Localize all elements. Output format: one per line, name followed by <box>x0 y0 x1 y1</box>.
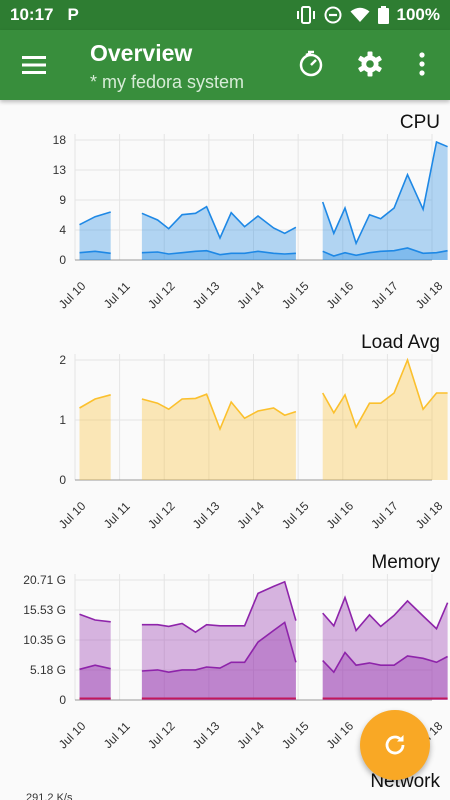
series-area <box>322 597 448 700</box>
y-tick-label: 0 <box>59 253 66 267</box>
load-avg-plot: 0 1 2 Jul 10 Jul 11 Jul 12 Jul 13 Jul 14 Jul 15 J… <box>56 353 448 532</box>
x-tick-label: Jul 13 <box>190 719 223 752</box>
y-tick-label: 15.53 G <box>23 603 66 617</box>
y-tick-label: 0 <box>59 473 66 487</box>
x-tick-label: Jul 10 <box>56 719 89 752</box>
do-not-disturb-icon <box>324 6 342 24</box>
series-area <box>322 360 448 480</box>
series-area <box>322 248 448 260</box>
y-tick-label: 0 <box>59 693 66 707</box>
chart-title: Memory <box>371 552 440 573</box>
y-tick-label: 1 <box>59 413 66 427</box>
series-line <box>79 250 111 255</box>
series-area <box>322 142 448 260</box>
app-bar: Overview * my fedora system <box>0 30 450 100</box>
status-bar: 10:17 P 100% <box>0 0 450 30</box>
more-vert-icon[interactable] <box>410 50 434 78</box>
series-area <box>79 212 111 260</box>
x-tick-label: Jul 11 <box>101 719 133 751</box>
x-tick-label: Jul 10 <box>56 279 89 312</box>
y-tick-label: 10.35 G <box>23 633 66 647</box>
page-title: Overview <box>90 40 193 66</box>
series-area <box>79 665 111 700</box>
series-line <box>79 664 111 671</box>
chart-title: CPU <box>399 112 440 133</box>
x-tick-label: Jul 17 <box>368 279 401 312</box>
refresh-icon <box>385 735 405 755</box>
refresh-button[interactable] <box>360 710 430 780</box>
x-tick-label: Jul 13 <box>190 279 223 312</box>
x-tick-label: Jul 14 <box>234 279 267 312</box>
timer-icon[interactable] <box>297 50 325 78</box>
series-line <box>141 580 297 634</box>
memory-plot: 0 5.18 G 10.35 G 15.53 G 20.71 G Jul 10 Jul 11… <box>23 573 449 752</box>
battery-icon <box>377 6 389 24</box>
cpu-chart: CPU 0 4 9 13 18 Jul 10 Jul 11 Jul 12 Jul 13 Jul 1… <box>0 100 450 315</box>
series-line <box>321 140 448 246</box>
x-tick-label: Jul 11 <box>101 279 133 311</box>
x-tick-label: Jul 14 <box>234 499 267 532</box>
y-tick-label: 4 <box>59 223 66 237</box>
series-line <box>322 595 449 633</box>
x-tick-label: Jul 16 <box>324 719 357 752</box>
battery-percent: 100% <box>396 5 440 24</box>
x-tick-label: Jul 10 <box>56 499 89 532</box>
cpu-plot: 0 4 9 13 18 Jul 10 Jul 11 Jul 12 Jul 13 Jul 14 Jul… <box>53 133 448 312</box>
x-tick-label: Jul 14 <box>234 719 267 752</box>
x-tick-label: Jul 12 <box>145 719 178 752</box>
series-area <box>79 614 111 700</box>
load-avg-chart: Load Avg 0 1 2 Jul 10 Jul 11 Jul 12 Jul 13 Jul … <box>0 320 450 535</box>
memory-chart: Memory 0 5.18 G 10.35 G 15.53 G 20.71 G Jul 1… <box>0 540 450 755</box>
series-area <box>322 652 448 700</box>
x-tick-label: Jul 16 <box>324 499 357 532</box>
x-tick-label: Jul 15 <box>279 279 312 312</box>
series-line <box>141 393 297 432</box>
y-tick-label: 20.71 G <box>23 573 66 587</box>
series-line <box>141 621 297 674</box>
network-y-tick: 291.2 K/s <box>26 792 73 800</box>
series-line <box>141 205 297 241</box>
x-tick-label: Jul 15 <box>279 719 312 752</box>
series-area <box>79 394 111 480</box>
x-tick-label: Jul 18 <box>413 279 446 312</box>
wifi-icon <box>350 7 370 22</box>
y-tick-label: 5.18 G <box>30 663 66 677</box>
x-tick-label: Jul 15 <box>279 499 312 532</box>
x-tick-label: Jul 12 <box>145 499 178 532</box>
page-subtitle: * my fedora system <box>90 72 245 92</box>
y-tick-label: 13 <box>53 163 67 177</box>
series-area <box>79 251 111 260</box>
status-time: 10:17 <box>10 5 54 24</box>
series-area <box>141 622 296 700</box>
gear-icon[interactable] <box>356 50 384 78</box>
x-tick-label: Jul 17 <box>368 499 401 532</box>
x-tick-label: Jul 11 <box>101 499 133 531</box>
menu-icon[interactable] <box>20 52 50 78</box>
vibrate-icon <box>296 6 315 24</box>
x-tick-label: Jul 13 <box>190 499 223 532</box>
y-tick-label: 18 <box>53 133 67 147</box>
series-area <box>141 394 296 480</box>
series-line <box>79 394 111 409</box>
series-line <box>322 357 448 430</box>
y-tick-label: 2 <box>59 353 66 367</box>
series-line <box>141 249 296 256</box>
series-line <box>79 613 111 623</box>
series-line <box>322 247 448 257</box>
x-tick-label: Jul 12 <box>145 279 178 312</box>
p-notification-icon: P <box>67 5 79 24</box>
charts-list[interactable]: CPU 0 4 9 13 18 Jul 10 Jul 11 Jul 12 Jul 13 Jul 1… <box>0 100 450 800</box>
status-icons: 100% <box>296 5 440 25</box>
y-tick-label: 9 <box>59 193 66 207</box>
x-tick-label: Jul 18 <box>413 499 446 532</box>
chart-title: Load Avg <box>361 332 440 353</box>
x-tick-label: Jul 16 <box>324 279 357 312</box>
series-area <box>141 206 296 260</box>
series-line <box>79 211 111 226</box>
series-line <box>322 651 448 674</box>
